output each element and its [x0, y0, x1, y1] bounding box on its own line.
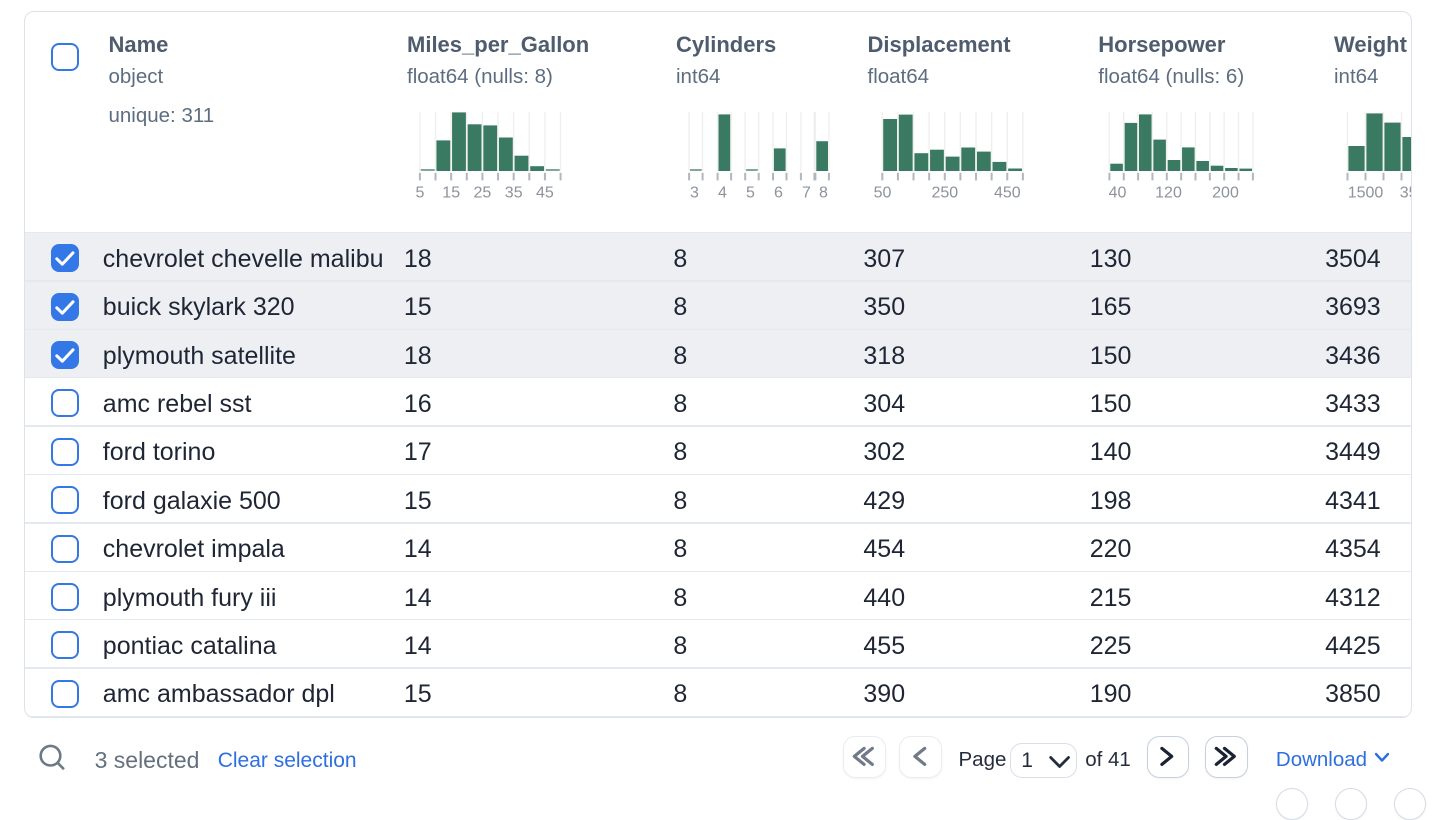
svg-text:8: 8	[819, 184, 828, 201]
svg-text:5: 5	[415, 184, 424, 201]
svg-text:7: 7	[802, 184, 811, 201]
svg-text:6: 6	[774, 184, 783, 201]
svg-text:3: 3	[690, 184, 699, 201]
svg-text:35: 35	[504, 184, 522, 201]
svg-text:5: 5	[746, 184, 755, 201]
svg-text:1500: 1500	[1347, 184, 1383, 201]
svg-text:50: 50	[873, 184, 891, 201]
svg-text:25: 25	[473, 184, 491, 201]
svg-text:4: 4	[718, 184, 727, 201]
svg-text:15: 15	[442, 184, 460, 201]
svg-text:200: 200	[1212, 184, 1239, 201]
svg-text:450: 450	[993, 184, 1020, 201]
svg-text:250: 250	[931, 184, 958, 201]
svg-text:45: 45	[536, 184, 554, 201]
svg-text:120: 120	[1155, 184, 1182, 201]
svg-text:40: 40	[1108, 184, 1126, 201]
svg-text:3500: 3500	[1399, 184, 1411, 201]
